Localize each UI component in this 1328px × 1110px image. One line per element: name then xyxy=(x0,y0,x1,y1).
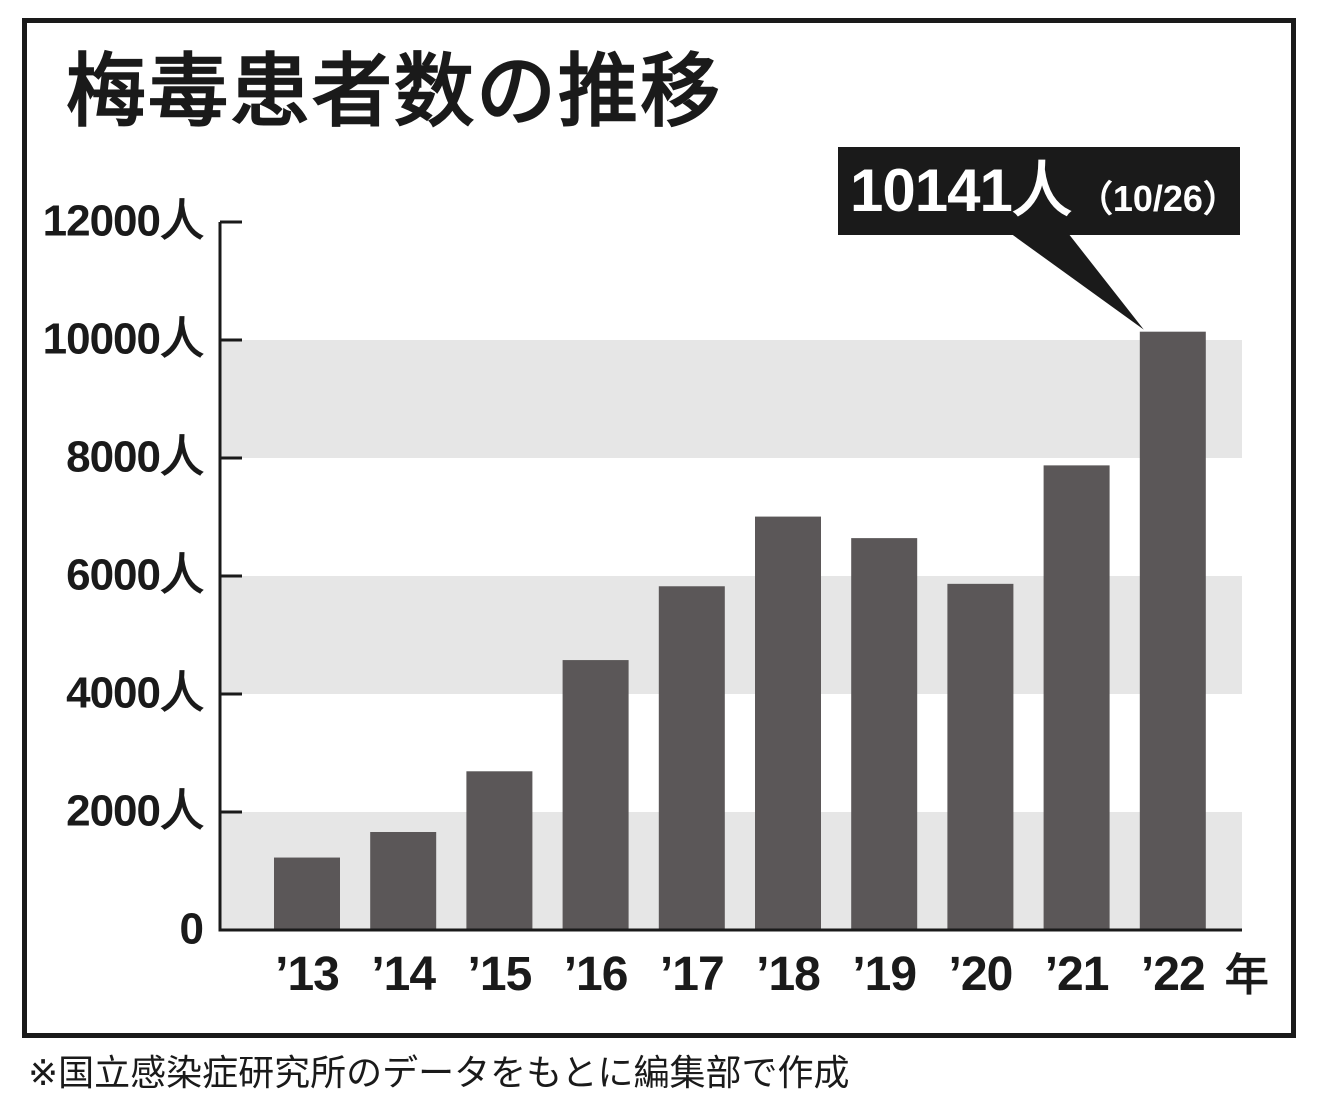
bar-17 xyxy=(658,586,725,930)
bar-16 xyxy=(562,660,629,930)
x-tick-label: ’22 xyxy=(1141,948,1205,1001)
source-footnote: ※国立感染症研究所のデータをもとに編集部で作成 xyxy=(28,1053,850,1094)
x-tick-label: ’14 xyxy=(371,948,436,1001)
bar-21 xyxy=(1043,465,1110,930)
x-tick-label: ’15 xyxy=(468,948,532,1001)
y-tick-label: 8000人 xyxy=(66,433,204,482)
x-tick-label: ’19 xyxy=(852,948,916,1001)
bar-20 xyxy=(947,583,1014,930)
callout-value: 10141人 xyxy=(850,157,1072,224)
annotation-callout: 10141人 （10/26） xyxy=(838,147,1240,235)
x-tick-label: ’13 xyxy=(275,948,339,1001)
y-tick-label: 12000人 xyxy=(43,197,204,246)
bar-18 xyxy=(755,516,821,930)
y-tick-label: 2000人 xyxy=(66,787,204,836)
bar-14 xyxy=(370,832,437,930)
chart-title: 梅毒患者数の推移 xyxy=(66,45,722,138)
x-tick-label: ’21 xyxy=(1045,948,1109,1001)
y-tick-label: 10000人 xyxy=(43,315,204,364)
y-tick-label: 6000人 xyxy=(66,551,204,600)
x-tick-label: ’20 xyxy=(949,948,1013,1001)
x-tick-label: ’17 xyxy=(660,948,724,1001)
bar-22 xyxy=(1139,331,1206,930)
y-tick-label: 4000人 xyxy=(66,669,204,718)
bar-19 xyxy=(851,538,918,930)
y-tick-label: 0 xyxy=(180,905,203,954)
callout-pointer xyxy=(1010,233,1144,330)
grid-band xyxy=(220,340,1242,458)
x-axis-unit: 年 xyxy=(1225,950,1269,1001)
bar-13 xyxy=(274,857,340,930)
x-tick-label: ’18 xyxy=(756,948,820,1001)
x-tick-label: ’16 xyxy=(564,948,628,1001)
callout-date: （10/26） xyxy=(1076,178,1239,219)
bar-15 xyxy=(466,771,533,930)
